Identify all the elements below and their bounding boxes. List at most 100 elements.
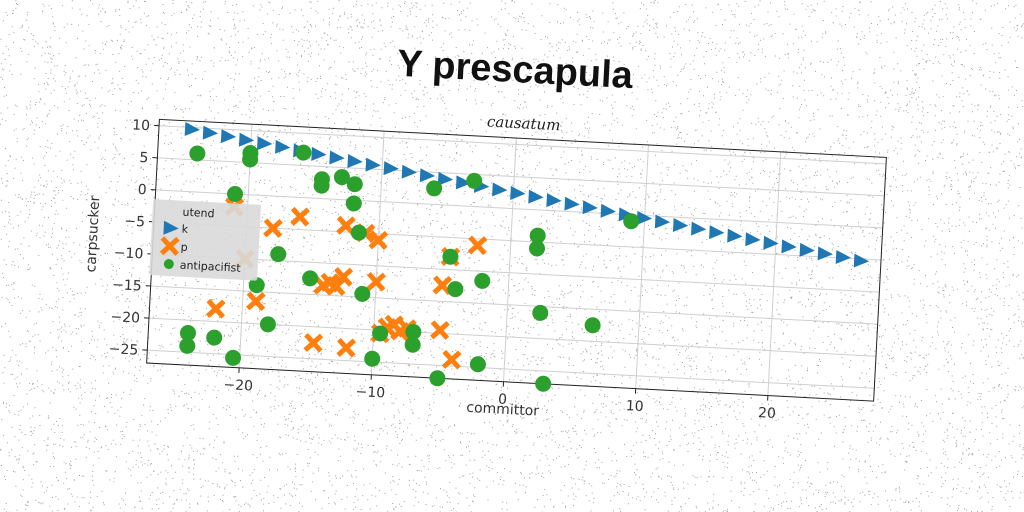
legend-p-marker [159,236,180,256]
chart-subtitle: causatum [486,112,560,134]
k-marker [492,182,508,197]
antipacifist-marker [474,272,491,289]
p-marker [263,218,283,239]
k-marker [401,164,418,179]
grid-line-y [155,189,883,229]
grid-line-y [150,285,878,325]
p-marker [368,230,389,250]
k-marker [311,146,327,161]
x-tick-label: −20 [223,377,253,395]
y-tick-label: −25 [108,341,138,359]
y-axis-label: carpsucker [83,195,103,273]
legend-label-k: k [181,223,189,236]
k-marker [329,150,345,165]
antipacifist-marker [350,224,367,241]
antipacifist-marker [242,151,259,168]
antipacifist-marker [189,145,206,162]
p-marker [333,267,354,287]
antipacifist-marker [345,195,362,212]
k-marker [690,221,707,236]
legend-title: utend [182,206,215,221]
antipacifist-marker [259,316,276,333]
grid-line-y [148,317,877,357]
k-marker [727,228,743,243]
y-tick-label: 0 [137,182,147,198]
y-tick-label: −10 [113,245,143,263]
antipacifist-marker [535,375,552,392]
k-marker [618,207,635,222]
antipacifist-marker [442,248,459,265]
antipacifist-marker [333,169,350,186]
antipacifist-marker [404,336,421,353]
k-marker [238,132,255,147]
antipacifist-marker [469,356,486,373]
k-marker [220,129,237,144]
antipacifist-marker [372,325,389,342]
k-marker [709,225,725,240]
antipacifist-marker [179,325,196,342]
chart-title: Y prescapula [396,43,635,97]
legend-k-marker [163,220,179,235]
k-marker [817,246,833,261]
k-marker [365,157,381,172]
p-marker [336,215,356,236]
antipacifist-marker [227,186,244,203]
p-marker [336,337,357,358]
antipacifist-marker [466,172,483,189]
antipacifist-marker [248,277,265,294]
antipacifist-marker [447,281,464,298]
p-marker [290,206,310,227]
p-marker [432,275,453,296]
antipacifist-marker [270,246,287,263]
k-marker [528,189,544,204]
x-tick-label: 10 [625,398,644,415]
k-marker [582,200,598,215]
p-marker [303,332,324,353]
legend: utend k p antipacifist [149,199,261,281]
antipacifist-marker [426,180,443,197]
k-marker [799,242,815,257]
grid-line-x [503,138,517,382]
k-marker [781,239,797,254]
legend-label-p: p [180,241,188,254]
legend-entry-p [159,236,180,256]
grid-line-x [635,144,649,389]
k-marker [600,203,616,218]
k-marker [546,193,562,208]
k-marker [510,186,526,201]
antipacifist-marker [429,370,446,387]
grid-line-y [147,349,875,389]
antipacifist-marker [354,285,371,302]
y-tick-label: 10 [132,117,151,134]
p-marker [441,349,462,370]
x-axis-label: committor [466,400,540,420]
k-marker [437,171,454,186]
k-marker [383,161,399,176]
antipacifist-marker [405,323,422,340]
p-marker [366,271,387,292]
y-tick-label: −20 [110,309,140,327]
p-marker [467,235,488,256]
k-marker [202,125,219,140]
legend-background [149,199,261,281]
antipacifist-marker [313,177,330,194]
grid-line-y [157,157,885,197]
k-marker [763,235,779,250]
k-marker [184,122,200,137]
data-marks [179,122,870,392]
p-marker [430,320,450,340]
legend-entry-k [163,220,179,235]
tick-labels: −20 −10 0 10 20 10 5 0 −5 −10 −15 −20 −25 [108,117,776,422]
k-marker [256,136,273,151]
grid-line-y [159,125,887,165]
k-marker [419,168,436,183]
legend-label-antipacifist: antipacifist [179,259,241,275]
k-marker [347,154,363,169]
k-marker [853,253,870,268]
antipacifist-marker [295,144,312,161]
antipacifist-marker [529,227,546,244]
p-marker [205,298,226,319]
k-marker [455,175,472,190]
